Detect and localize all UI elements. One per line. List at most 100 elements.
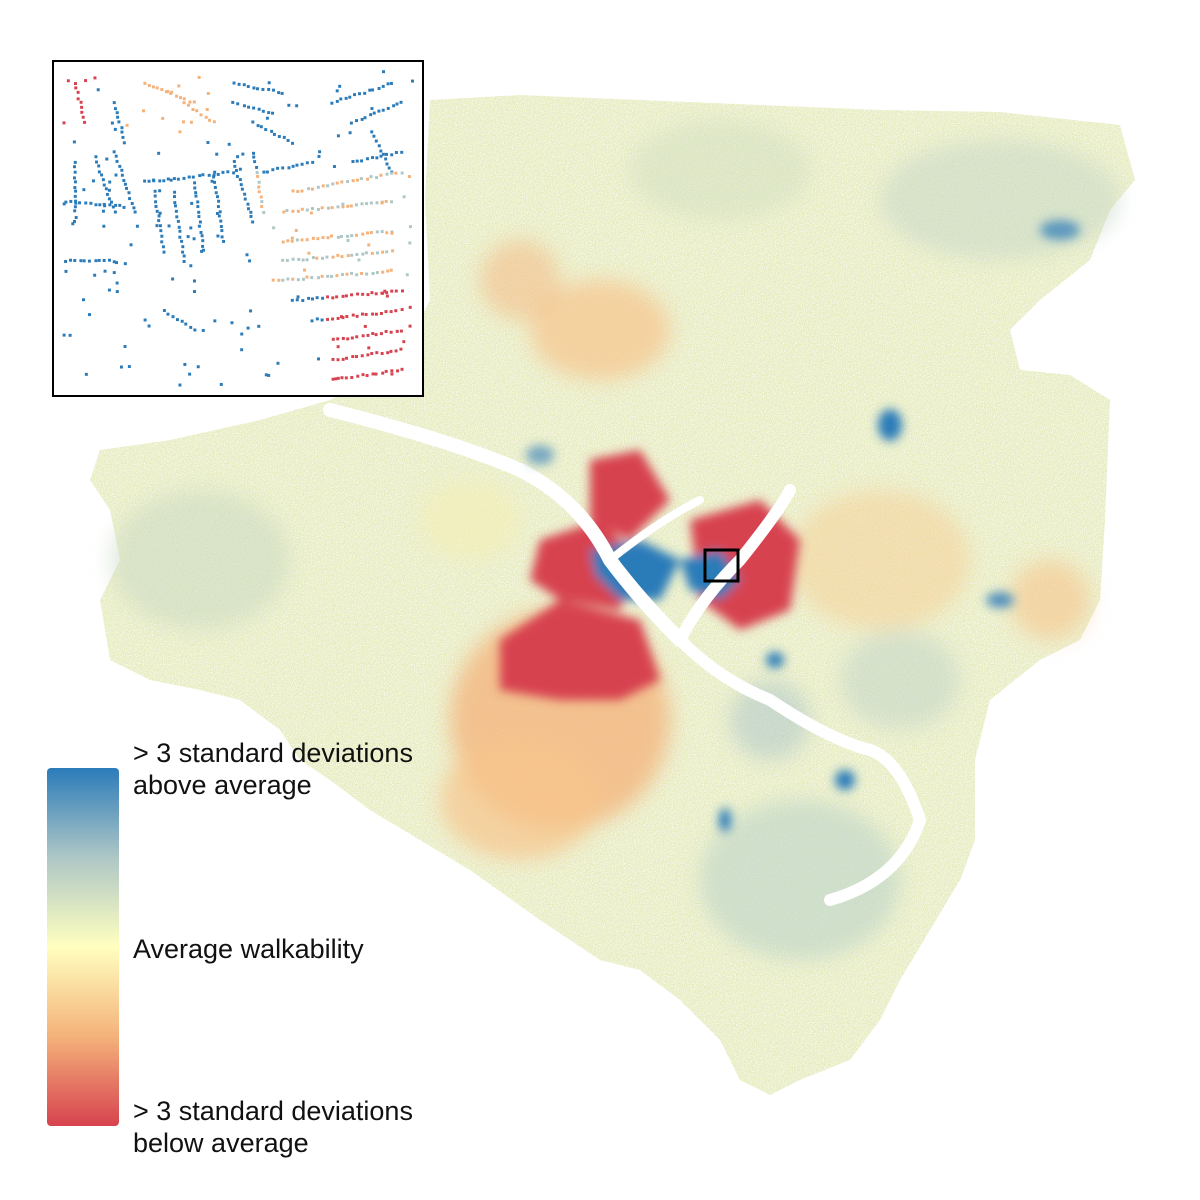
- street-dot: [291, 277, 295, 281]
- street-dot: [345, 356, 349, 360]
- street-dot: [110, 121, 114, 125]
- street-dot: [88, 313, 91, 317]
- street-dot: [371, 156, 375, 160]
- inset-locator-box[interactable]: [703, 548, 740, 583]
- street-dot: [376, 251, 379, 255]
- street-dot: [123, 345, 127, 348]
- street-dot: [366, 177, 370, 181]
- street-dot: [353, 93, 357, 97]
- street-dot: [143, 318, 147, 322]
- street-dot: [339, 235, 343, 238]
- street-dot: [385, 172, 389, 176]
- street-dot: [72, 165, 76, 169]
- street-dot: [340, 255, 344, 259]
- street-dot: [297, 257, 301, 261]
- street-dot: [400, 308, 404, 312]
- street-dot: [354, 233, 358, 237]
- street-dot: [281, 166, 285, 170]
- street-dot: [62, 202, 66, 206]
- street-dot: [127, 191, 131, 195]
- street-dot: [214, 191, 218, 195]
- street-dot: [280, 91, 284, 95]
- street-dot: [204, 115, 208, 119]
- street-dot: [315, 296, 319, 300]
- street-dot: [400, 171, 404, 175]
- street-dot: [232, 171, 236, 175]
- street-dot: [281, 278, 285, 282]
- street-dot: [118, 164, 122, 168]
- street-dot: [270, 129, 274, 133]
- street-dot: [175, 215, 179, 219]
- street-dot: [247, 207, 250, 211]
- street-dot: [200, 234, 204, 238]
- street-dot: [105, 192, 109, 196]
- street-dot: [87, 259, 91, 263]
- street-dot: [335, 274, 339, 278]
- street-dot: [157, 219, 161, 223]
- street-dot: [107, 288, 111, 292]
- street-dot: [265, 170, 269, 174]
- street-dot: [264, 128, 268, 132]
- street-dot: [394, 151, 398, 154]
- street-dot: [62, 121, 66, 125]
- street-dot: [400, 367, 404, 371]
- street-dot: [317, 154, 321, 158]
- street-dot: [118, 203, 122, 207]
- street-dot: [311, 187, 314, 191]
- street-dot: [259, 195, 263, 199]
- street-dot: [300, 238, 304, 242]
- street-dot: [178, 383, 182, 387]
- street-dot: [201, 244, 205, 248]
- street-dot: [192, 100, 196, 104]
- street-dot: [291, 141, 294, 145]
- street-dot: [286, 277, 290, 281]
- street-dot: [196, 200, 200, 204]
- street-dot: [287, 103, 291, 107]
- street-dot: [238, 167, 242, 171]
- street-dot: [369, 231, 373, 235]
- street-dot: [366, 293, 370, 297]
- street-dot: [154, 200, 158, 204]
- street-dot: [196, 365, 200, 369]
- street-dot: [372, 134, 376, 138]
- street-dot: [192, 290, 196, 294]
- street-dot: [365, 374, 369, 378]
- street-dot: [113, 210, 117, 214]
- street-dot: [213, 170, 217, 174]
- street-dot: [320, 256, 324, 260]
- street-dot: [180, 319, 184, 323]
- street-dot: [74, 86, 78, 90]
- street-dot: [276, 361, 280, 365]
- street-dot: [160, 240, 164, 244]
- street-dot: [336, 253, 340, 257]
- street-dot: [381, 371, 385, 375]
- street-dot: [157, 214, 161, 218]
- street-dot: [295, 104, 299, 108]
- street-dot: [167, 224, 171, 228]
- street-dot: [196, 205, 200, 209]
- street-dot: [272, 132, 276, 136]
- street-dot: [374, 312, 378, 316]
- street-dot: [374, 372, 378, 376]
- street-dot: [177, 225, 181, 229]
- street-dot: [101, 209, 105, 213]
- street-dot: [350, 271, 354, 275]
- street-dot: [218, 210, 222, 214]
- street-dot: [282, 135, 286, 139]
- street-dot: [113, 127, 117, 131]
- street-dot: [363, 116, 367, 120]
- street-dot: [245, 253, 249, 257]
- street-dot: [105, 157, 109, 161]
- street-dot: [402, 340, 406, 344]
- street-dot: [189, 120, 193, 124]
- street-dot: [311, 236, 315, 240]
- street-dot: [374, 333, 378, 337]
- street-dot: [336, 358, 340, 362]
- street-dot: [349, 121, 353, 125]
- street-dot: [135, 224, 139, 228]
- street-dot: [246, 85, 250, 88]
- street-dot: [385, 294, 389, 298]
- street-dot: [222, 239, 226, 243]
- street-dot: [133, 210, 137, 214]
- street-dot: [370, 107, 374, 111]
